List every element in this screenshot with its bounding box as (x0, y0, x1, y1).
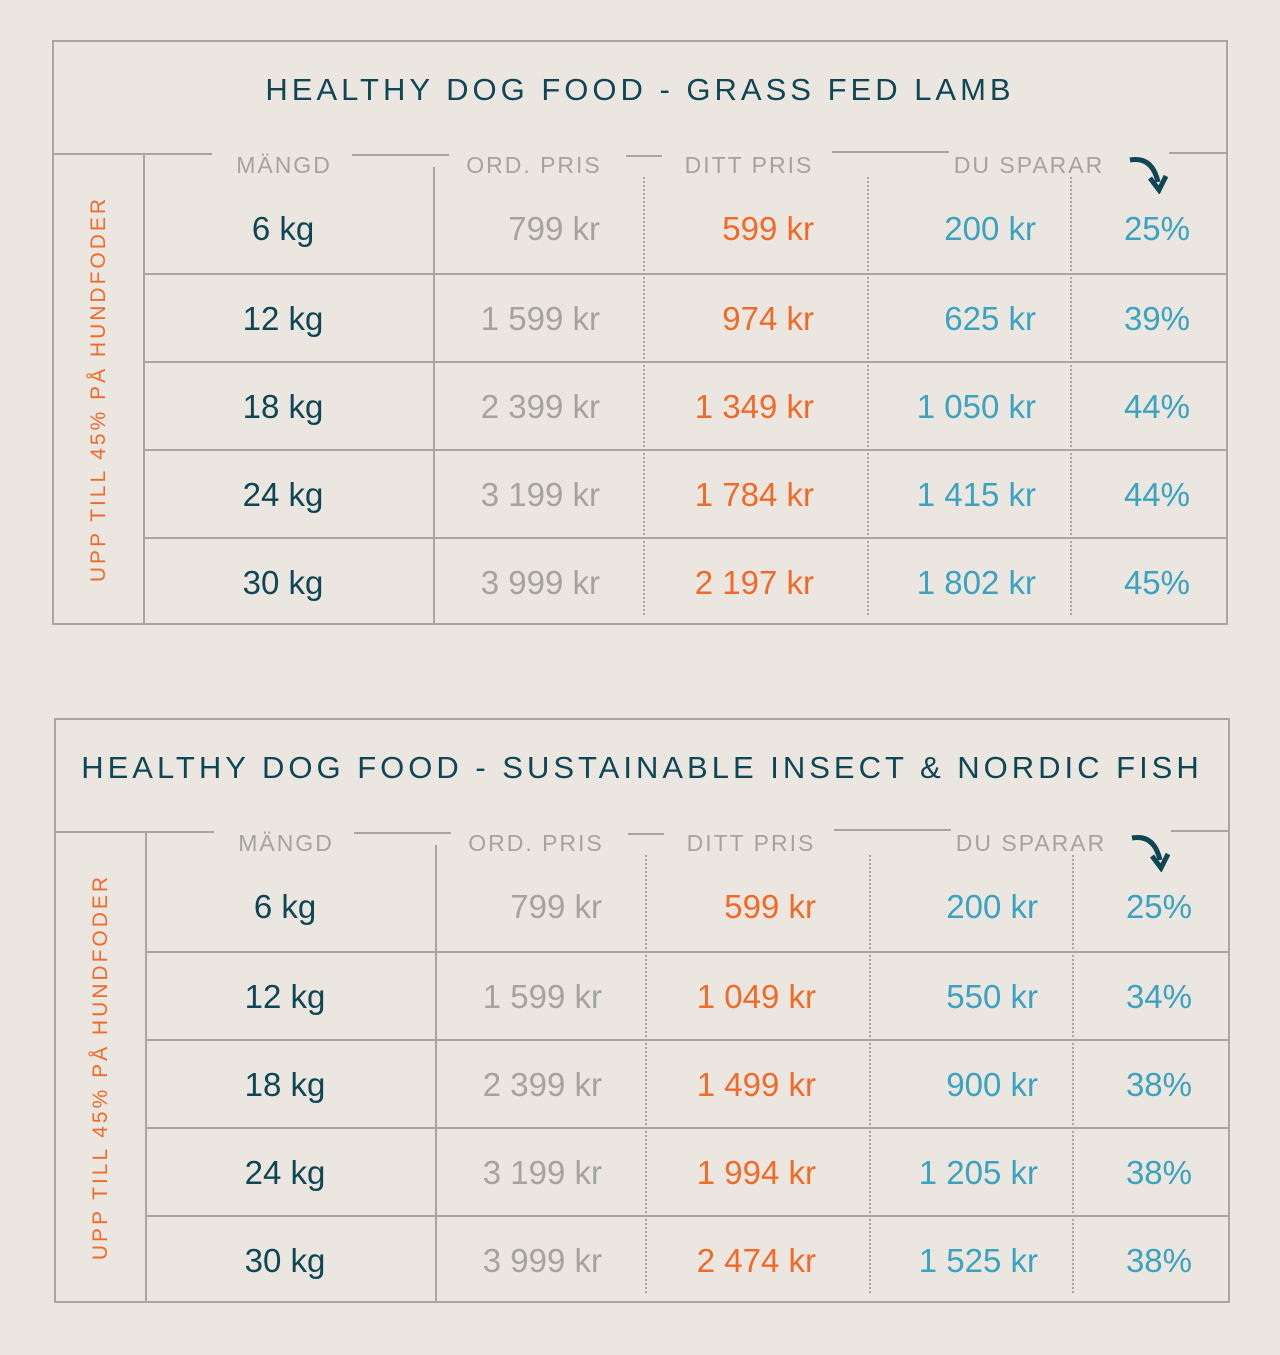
column-header: MÄNGD (238, 830, 334, 856)
savings-amount: 550 kr (946, 978, 1038, 1015)
savings-amount: 1 802 kr (916, 564, 1036, 601)
table-row: 30 kg 3 999 kr 2 474 kr 1 525 kr 38% (145, 1215, 1228, 1305)
your-price: 1 349 kr (694, 388, 814, 425)
your-price: 1 499 kr (696, 1066, 816, 1103)
quantity: 12 kg (244, 978, 326, 1015)
ordinary-price: 3 999 kr (480, 564, 600, 601)
divider (352, 154, 449, 156)
savings-percent: 44% (1123, 388, 1190, 425)
your-price: 2 474 kr (696, 1242, 816, 1279)
table-title: HEALTHY DOG FOOD - GRASS FED LAMB (265, 72, 1015, 107)
column-header: DITT PRIS (686, 830, 816, 856)
table-row: 18 kg 2 399 kr 1 349 kr 1 050 kr 44% (143, 361, 1226, 451)
column-header: DITT PRIS (684, 152, 814, 178)
column-header: DU SPARAR (953, 152, 1105, 178)
your-price: 599 kr (724, 888, 816, 925)
savings-amount: 1 415 kr (916, 476, 1036, 513)
divider (1072, 855, 1074, 1293)
divider (433, 167, 435, 623)
savings-percent: 38% (1125, 1154, 1192, 1191)
savings-percent: 25% (1125, 888, 1192, 925)
ordinary-price: 799 kr (510, 888, 602, 925)
savings-percent: 44% (1123, 476, 1190, 513)
divider (56, 831, 214, 833)
table-row: 6 kg 799 kr 599 kr 200 kr 25% (143, 185, 1226, 273)
side-label-column: UPP TILL 45% PÅ HUNDFODER (54, 154, 145, 623)
savings-amount: 1 525 kr (918, 1242, 1038, 1279)
table-row: 12 kg 1 599 kr 1 049 kr 550 kr 34% (145, 951, 1228, 1041)
price-table: HEALTHY DOG FOOD - GRASS FED LAMB UPP TI… (52, 40, 1228, 625)
quantity: 30 kg (242, 564, 324, 601)
divider (626, 155, 662, 157)
savings-percent: 34% (1125, 978, 1192, 1015)
side-label: UPP TILL 45% PÅ HUNDFODER (88, 873, 112, 1260)
savings-amount: 1 205 kr (918, 1154, 1038, 1191)
divider (435, 845, 437, 1301)
table-title: HEALTHY DOG FOOD - SUSTAINABLE INSECT & … (81, 750, 1203, 785)
price-table: HEALTHY DOG FOOD - SUSTAINABLE INSECT & … (54, 718, 1230, 1303)
ordinary-price: 3 199 kr (480, 476, 600, 513)
quantity: 18 kg (242, 388, 324, 425)
side-label: UPP TILL 45% PÅ HUNDFODER (86, 195, 110, 582)
savings-amount: 625 kr (944, 300, 1036, 337)
ordinary-price: 1 599 kr (482, 978, 602, 1015)
your-price: 599 kr (722, 210, 814, 247)
table-row: 24 kg 3 199 kr 1 994 kr 1 205 kr 38% (145, 1127, 1228, 1217)
table-row: 12 kg 1 599 kr 974 kr 625 kr 39% (143, 273, 1226, 363)
side-label-column: UPP TILL 45% PÅ HUNDFODER (56, 832, 147, 1301)
divider (1070, 177, 1072, 615)
table-row: 6 kg 799 kr 599 kr 200 kr 25% (145, 863, 1228, 951)
ordinary-price: 3 199 kr (482, 1154, 602, 1191)
savings-amount: 200 kr (944, 210, 1036, 247)
column-header: ORD. PRIS (466, 152, 602, 178)
savings-percent: 38% (1125, 1066, 1192, 1103)
column-header: ORD. PRIS (468, 830, 604, 856)
divider (628, 833, 664, 835)
divider (832, 151, 949, 153)
quantity: 6 kg (251, 210, 315, 247)
quantity: 24 kg (244, 1154, 326, 1191)
divider (1171, 830, 1228, 832)
your-price: 1 784 kr (694, 476, 814, 513)
divider (645, 855, 647, 1293)
ordinary-price: 2 399 kr (480, 388, 600, 425)
table-row: 18 kg 2 399 kr 1 499 kr 900 kr 38% (145, 1039, 1228, 1129)
curved-arrow-icon (1129, 156, 1169, 194)
table-row: 24 kg 3 199 kr 1 784 kr 1 415 kr 44% (143, 449, 1226, 539)
quantity: 18 kg (244, 1066, 326, 1103)
ordinary-price: 2 399 kr (482, 1066, 602, 1103)
savings-percent: 25% (1123, 210, 1190, 247)
quantity: 30 kg (244, 1242, 326, 1279)
your-price: 974 kr (722, 300, 814, 337)
column-header: MÄNGD (236, 152, 332, 178)
column-header: DU SPARAR (955, 830, 1107, 856)
savings-percent: 38% (1125, 1242, 1192, 1279)
savings-percent: 45% (1123, 564, 1190, 601)
your-price: 1 994 kr (696, 1154, 816, 1191)
quantity: 12 kg (242, 300, 324, 337)
divider (54, 153, 212, 155)
savings-amount: 200 kr (946, 888, 1038, 925)
divider (867, 177, 869, 615)
divider (834, 829, 951, 831)
savings-percent: 39% (1123, 300, 1190, 337)
savings-amount: 1 050 kr (916, 388, 1036, 425)
table-row: 30 kg 3 999 kr 2 197 kr 1 802 kr 45% (143, 537, 1226, 627)
quantity: 6 kg (253, 888, 317, 925)
divider (643, 177, 645, 615)
divider (354, 832, 451, 834)
savings-amount: 900 kr (946, 1066, 1038, 1103)
ordinary-price: 3 999 kr (482, 1242, 602, 1279)
divider (1169, 152, 1226, 154)
quantity: 24 kg (242, 476, 324, 513)
ordinary-price: 1 599 kr (480, 300, 600, 337)
ordinary-price: 799 kr (508, 210, 600, 247)
divider (869, 855, 871, 1293)
your-price: 2 197 kr (694, 564, 814, 601)
your-price: 1 049 kr (696, 978, 816, 1015)
curved-arrow-icon (1131, 834, 1171, 872)
